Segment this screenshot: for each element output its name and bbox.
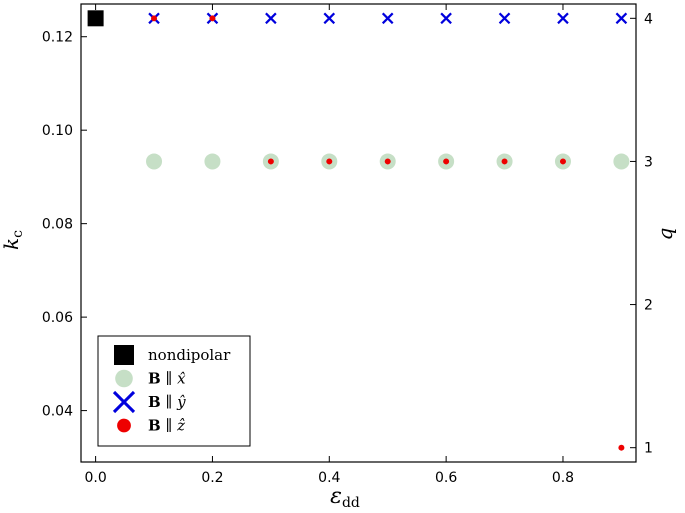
- legend-label-parallel: ∥: [161, 393, 177, 411]
- series-0: [87, 10, 104, 27]
- data-point: [204, 153, 221, 170]
- legend-label-unit-vector: x̂: [177, 370, 186, 388]
- legend-marker-stroke: [112, 390, 136, 414]
- x-tick-label: 0.8: [552, 470, 574, 486]
- data-point: [443, 158, 450, 165]
- data-point-stroke: [381, 12, 394, 25]
- legend-label-vector: B: [148, 417, 161, 435]
- data-point: [557, 12, 569, 25]
- y-left-axis-label: kc: [0, 230, 26, 250]
- data-point: [151, 15, 158, 22]
- data-point-stroke: [265, 12, 277, 25]
- data-point-stroke: [557, 12, 569, 25]
- series-2: [148, 12, 628, 25]
- y-left-tick-label: 0.10: [42, 123, 73, 139]
- y-left-tick-label: 0.12: [42, 30, 73, 46]
- plot-frame: [80, 3, 637, 463]
- legend-label: nondipolar: [148, 346, 231, 364]
- data-point-stroke: [323, 12, 336, 25]
- data-point: [559, 158, 566, 165]
- data-point: [265, 12, 277, 25]
- ticks-layer: 0.0 0.2 0.4 0.6 0.8 0.04 0.06 0.08 0.10 0.12 1 2 3 4: [42, 4, 653, 486]
- data-point: [613, 153, 630, 170]
- data-point: [146, 153, 163, 170]
- data-point: [381, 12, 394, 25]
- data-point: [326, 158, 333, 165]
- data-point: [501, 158, 508, 165]
- y-left-tick-label: 0.04: [42, 404, 73, 420]
- y-right-axis-label: q: [653, 228, 677, 241]
- y-right-tick-label: 4: [644, 11, 653, 27]
- x-tick-label: 0.6: [435, 470, 457, 486]
- data-point-stroke: [615, 12, 628, 25]
- legend-marker: [112, 390, 136, 414]
- legend-label-parallel: ∥: [161, 417, 177, 435]
- series-3: [151, 15, 625, 451]
- legend-label-vector: B: [148, 393, 161, 411]
- x-tick-label: 0.2: [201, 470, 223, 486]
- legend-label-unit-vector: ẑ: [176, 417, 185, 435]
- data-point: [498, 12, 511, 25]
- legend-label: B ∥ x̂: [148, 370, 186, 388]
- y-right-tick-label: 3: [644, 154, 653, 170]
- x-tick-label: 0.4: [318, 470, 340, 486]
- legend-marker: [114, 345, 134, 365]
- legend-marker: [117, 418, 131, 433]
- data-point: [209, 15, 216, 22]
- data-point: [323, 12, 336, 25]
- x-axis-label-sub: dd: [342, 495, 360, 511]
- data-point: [384, 158, 391, 165]
- data-point: [615, 12, 628, 25]
- legend-marker: [115, 369, 133, 388]
- legend-label-vector: B: [148, 370, 161, 388]
- legend-label-parallel: ∥: [161, 370, 177, 388]
- data-point: [618, 444, 625, 451]
- marks-layer: [87, 10, 630, 451]
- data-point-stroke: [498, 12, 511, 25]
- y-left-tick-label: 0.08: [42, 217, 73, 233]
- legend-label-unit-vector: ŷ: [176, 393, 186, 411]
- data-point: [440, 12, 452, 25]
- y-left-axis-label-sub: c: [10, 230, 26, 238]
- data-point-stroke: [440, 12, 452, 25]
- x-axis-label: εdd: [330, 484, 360, 511]
- data-point: [267, 158, 274, 165]
- data-point: [87, 10, 104, 27]
- y-left-tick-label: 0.06: [42, 310, 73, 326]
- legend-label: B ∥ ŷ: [148, 393, 186, 411]
- legend-label: B ∥ ẑ: [148, 417, 185, 435]
- x-tick-label: 0.0: [84, 470, 106, 486]
- y-right-tick-label: 2: [644, 298, 653, 314]
- y-right-tick-label: 1: [644, 441, 653, 457]
